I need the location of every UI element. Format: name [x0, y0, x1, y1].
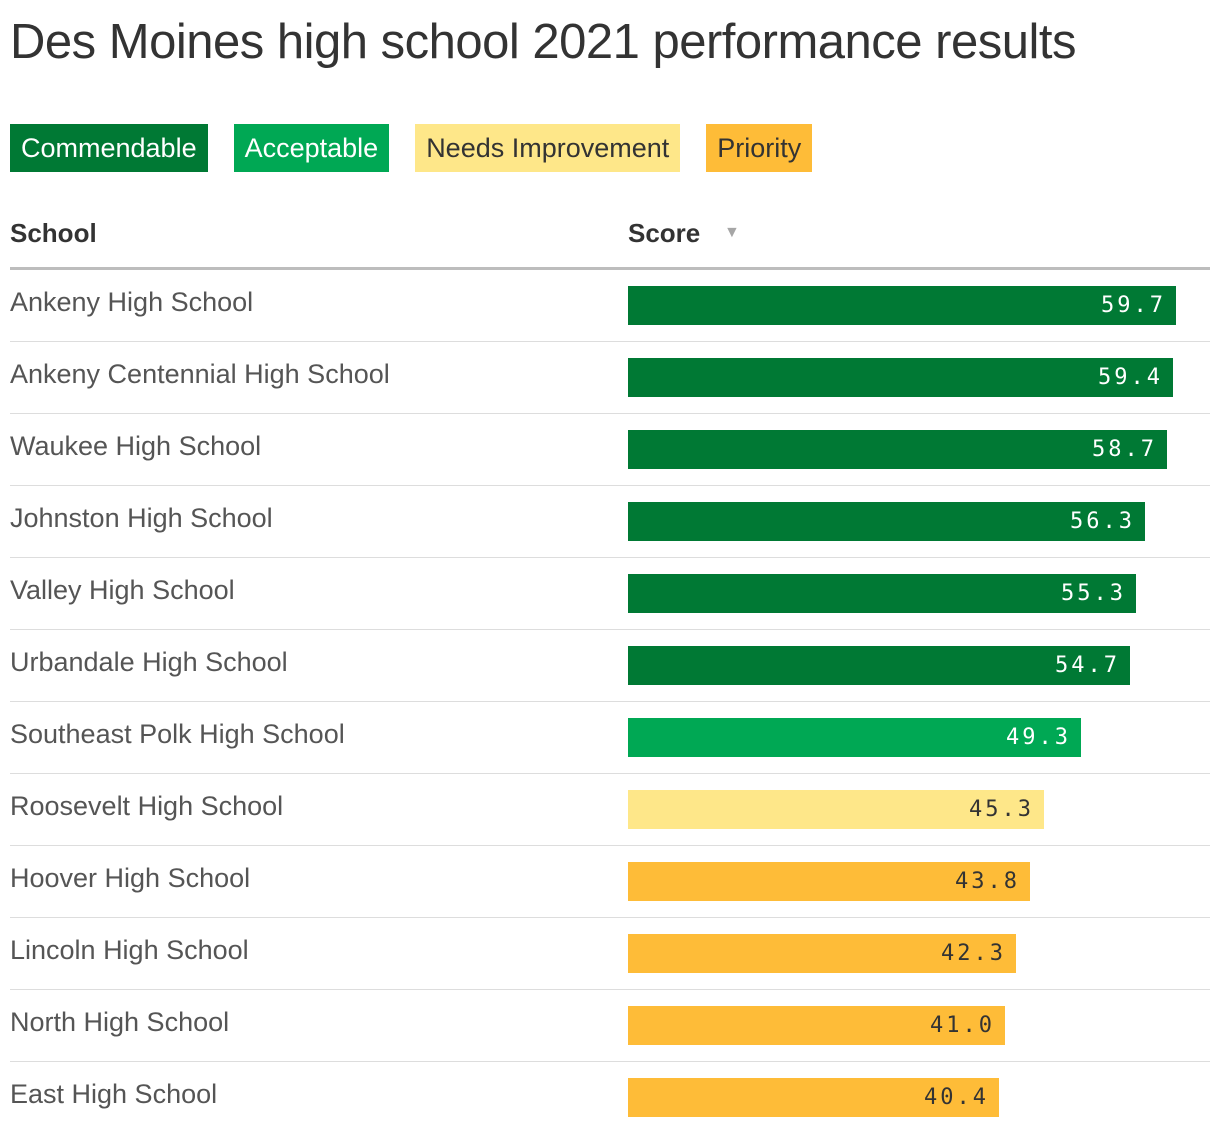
table-row: East High School 40.4 — [10, 1062, 1210, 1134]
legend: Commendable Acceptable Needs Improvement… — [10, 124, 813, 172]
table-row: Valley High School 55.3 — [10, 558, 1210, 630]
school-name: Valley High School — [10, 575, 235, 605]
table-body: Ankeny High School 59.7 Ankeny Centennial … — [10, 270, 1210, 1134]
score-bar: 58.7 — [628, 430, 1167, 469]
table-row: Ankeny Centennial High School 59.4 — [10, 342, 1210, 414]
column-header-school[interactable]: School — [10, 218, 97, 248]
school-name: Lincoln High School — [10, 935, 249, 965]
school-name: Roosevelt High School — [10, 791, 284, 821]
column-header-score[interactable]: Score — [628, 218, 701, 248]
score-bar: 42.3 — [628, 934, 1016, 973]
table-row: Waukee High School 58.7 — [10, 414, 1210, 486]
chart-title: Des Moines high school 2021 performance … — [10, 15, 1076, 69]
score-value-label: 56.3 — [1070, 509, 1135, 534]
score-value-label: 59.4 — [1098, 365, 1163, 390]
table-row: Southeast Polk High School 49.3 — [10, 702, 1210, 774]
score-value-label: 42.3 — [941, 941, 1006, 966]
score-value-label: 55.3 — [1061, 581, 1126, 606]
score-bar: 59.7 — [628, 286, 1176, 325]
sort-descending-icon[interactable]: ▼ — [724, 224, 740, 241]
score-bar: 55.3 — [628, 574, 1136, 613]
score-bar: 45.3 — [628, 790, 1044, 829]
score-value-label: 59.7 — [1101, 293, 1166, 318]
score-bar: 41.0 — [628, 1006, 1005, 1045]
score-bar: 59.4 — [628, 358, 1173, 397]
table-row: Hoover High School 43.8 — [10, 846, 1210, 918]
table-row: North High School 41.0 — [10, 990, 1210, 1062]
score-bar: 40.4 — [628, 1078, 999, 1117]
legend-item-commendable: Commendable — [10, 124, 208, 172]
school-name: North High School — [10, 1007, 230, 1037]
legend-item-priority: Priority — [706, 124, 813, 172]
school-name: Southeast Polk High School — [10, 719, 345, 749]
school-name: Ankeny High School — [10, 287, 254, 317]
table-row: Johnston High School 56.3 — [10, 486, 1210, 558]
school-name: Ankeny Centennial High School — [10, 359, 390, 389]
score-value-label: 43.8 — [955, 869, 1020, 894]
table-row: Urbandale High School 54.7 — [10, 630, 1210, 702]
table-row: Lincoln High School 42.3 — [10, 918, 1210, 990]
school-name: East High School — [10, 1079, 218, 1109]
score-bar: 56.3 — [628, 502, 1145, 541]
score-value-label: 54.7 — [1055, 653, 1120, 678]
table-header: School Score ▼ — [10, 214, 1210, 270]
score-value-label: 45.3 — [969, 797, 1034, 822]
score-bar: 43.8 — [628, 862, 1030, 901]
school-name: Johnston High School — [10, 503, 273, 533]
score-value-label: 58.7 — [1092, 437, 1157, 462]
score-bar: 54.7 — [628, 646, 1130, 685]
score-value-label: 41.0 — [930, 1013, 995, 1038]
score-bar: 49.3 — [628, 718, 1081, 757]
school-name: Waukee High School — [10, 431, 262, 461]
school-name: Urbandale High School — [10, 647, 288, 677]
legend-item-needs-improvement: Needs Improvement — [415, 124, 681, 172]
table-row: Ankeny High School 59.7 — [10, 270, 1210, 342]
school-name: Hoover High School — [10, 863, 251, 893]
legend-item-acceptable: Acceptable — [233, 124, 390, 172]
score-value-label: 49.3 — [1006, 725, 1071, 750]
score-value-label: 40.4 — [924, 1085, 989, 1110]
table-row: Roosevelt High School 45.3 — [10, 774, 1210, 846]
